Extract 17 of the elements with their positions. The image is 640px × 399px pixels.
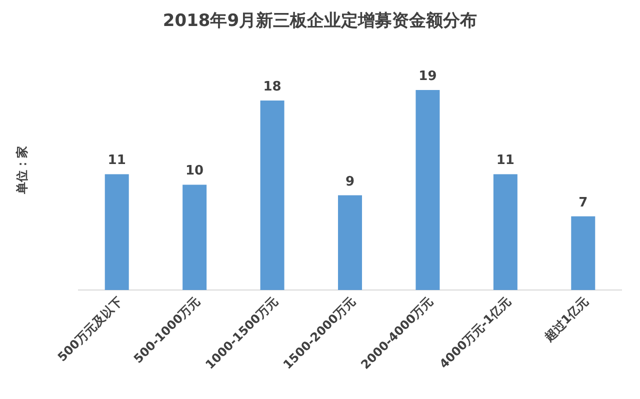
bar bbox=[338, 195, 362, 290]
bar bbox=[493, 174, 518, 290]
chart-title: 2018年9月新三板企业定增募资金额分布 bbox=[162, 11, 478, 31]
data-label: 7 bbox=[578, 195, 588, 210]
data-label: 19 bbox=[418, 69, 437, 84]
bar bbox=[260, 100, 284, 290]
bar bbox=[416, 90, 440, 290]
data-label: 11 bbox=[108, 153, 126, 168]
data-label: 10 bbox=[186, 164, 204, 179]
bar bbox=[571, 216, 596, 290]
y-axis-title: 单位：家 bbox=[15, 146, 29, 195]
data-label: 9 bbox=[345, 174, 355, 190]
data-label: 18 bbox=[263, 80, 282, 95]
bar bbox=[104, 174, 129, 290]
data-label: 11 bbox=[496, 153, 514, 168]
bar bbox=[182, 184, 207, 290]
x-tick-label: 超过1亿元 bbox=[540, 294, 592, 345]
